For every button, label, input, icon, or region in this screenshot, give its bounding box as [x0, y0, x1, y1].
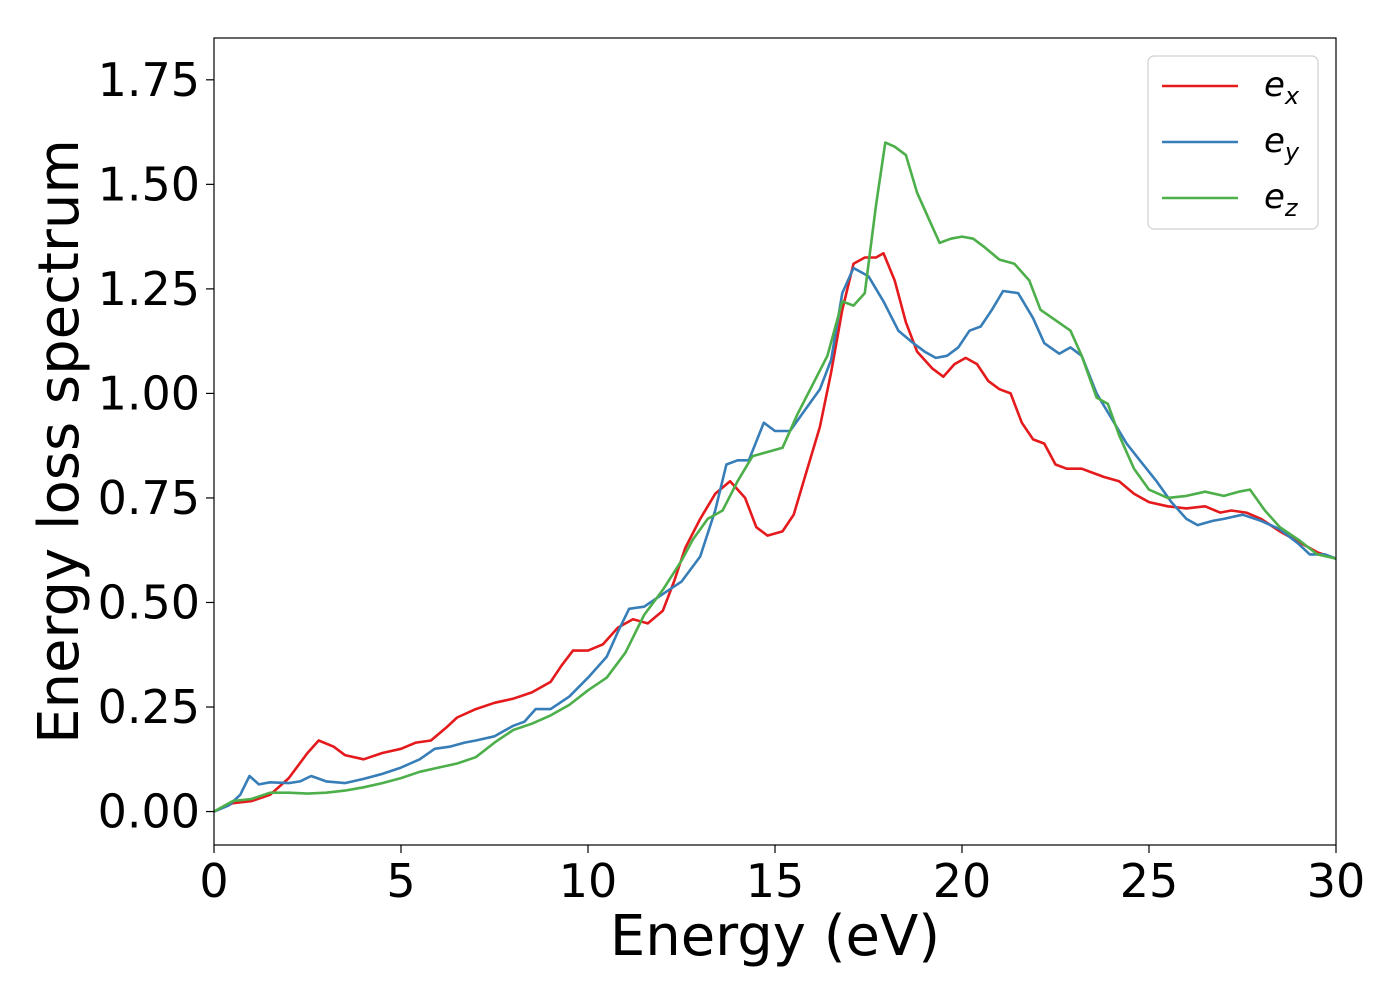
y-axis-title: Energy loss spectrum [27, 139, 92, 744]
y-axis: 0.00 0.25 0.50 0.75 1.00 1.25 1.50 1.75 [98, 53, 214, 839]
y-tick-label: 1.00 [98, 366, 200, 420]
legend-label-subscript: y [1284, 138, 1300, 166]
x-tick-label: 20 [933, 854, 992, 908]
series-line-x [214, 252, 1336, 813]
x-tick-label: 5 [386, 854, 415, 908]
x-tick-label: 25 [1120, 854, 1179, 908]
legend-label-y: ey [1264, 121, 1300, 166]
legend-label-base: e [1264, 121, 1285, 161]
y-tick-label: 0.50 [98, 575, 200, 629]
y-tick-label: 0.75 [98, 471, 200, 525]
series-line-z [214, 141, 1336, 813]
legend-label-x: ex [1264, 65, 1300, 110]
y-tick-label: 1.25 [98, 262, 200, 316]
y-tick-label: 0.25 [98, 680, 200, 734]
x-tick-label: 30 [1307, 854, 1366, 908]
series-line-y [214, 266, 1336, 813]
legend-label-base: e [1264, 65, 1285, 105]
legend-label-base: e [1264, 177, 1285, 217]
legend-label-z: ez [1264, 177, 1299, 222]
legend-label-subscript: z [1284, 194, 1299, 222]
y-tick-label: 1.75 [98, 53, 200, 107]
y-tick-label: 1.50 [98, 157, 200, 211]
legend-label-subscript: x [1284, 82, 1300, 110]
x-tick-label: 10 [559, 854, 618, 908]
x-tick-label: 0 [199, 854, 228, 908]
series-lines [214, 141, 1336, 813]
x-axis-title: Energy (eV) [610, 904, 940, 969]
x-tick-label: 15 [746, 854, 805, 908]
x-axis: 0 5 10 15 20 25 30 [199, 845, 1365, 908]
y-tick-label: 0.00 [98, 785, 200, 839]
